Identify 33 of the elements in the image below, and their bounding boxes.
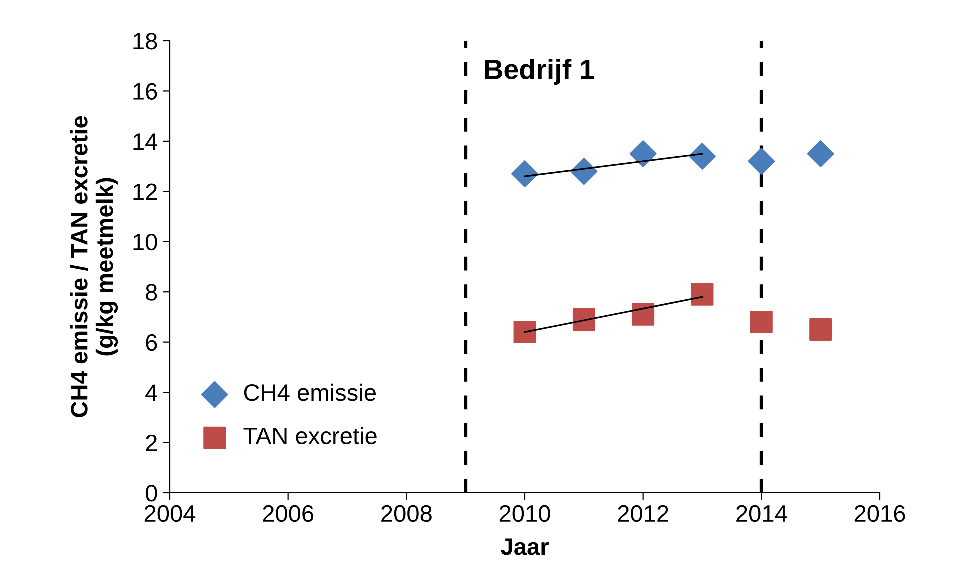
y-tick-label: 18	[134, 33, 158, 50]
text: Bedrijf 1	[485, 59, 594, 85]
point	[514, 321, 536, 344]
x-tick-label: 2008	[382, 505, 432, 522]
point	[750, 311, 773, 334]
y-tick-label: 2	[146, 434, 158, 452]
point	[807, 140, 834, 168]
point	[691, 283, 714, 306]
x-axis-title: Jaar	[501, 538, 549, 556]
y-tick-label: 6	[146, 334, 158, 352]
point	[512, 160, 538, 188]
y-tick-label: 8	[146, 284, 158, 301]
point	[810, 318, 832, 342]
y-tick-label: 16	[134, 83, 158, 100]
x-tick-label: 2016	[854, 505, 906, 522]
x-tick-label: 2014	[736, 505, 788, 522]
point	[572, 308, 596, 331]
y-tick-label: 4	[146, 384, 158, 402]
x-tick-label: 2010	[500, 505, 550, 522]
y-tick-label: 12	[134, 184, 158, 200]
y-tick-label: 14	[134, 134, 158, 150]
point	[630, 140, 657, 168]
x-tick-label: 2012	[618, 505, 668, 522]
legend-label: TAN excretie	[244, 427, 377, 444]
point	[689, 143, 716, 170]
x-tick-label: 2004	[144, 505, 196, 522]
legend-label: CH4 emissie	[244, 384, 376, 402]
point	[632, 303, 655, 326]
point	[748, 148, 776, 176]
x-tick-label: 2006	[263, 505, 314, 522]
y-tick-label: 0	[146, 485, 158, 502]
y-tick-label: 10	[134, 234, 158, 251]
y-axis-title: CH4 emissie / TAN excretie (g/kg meetmelk)	[70, 116, 118, 418]
